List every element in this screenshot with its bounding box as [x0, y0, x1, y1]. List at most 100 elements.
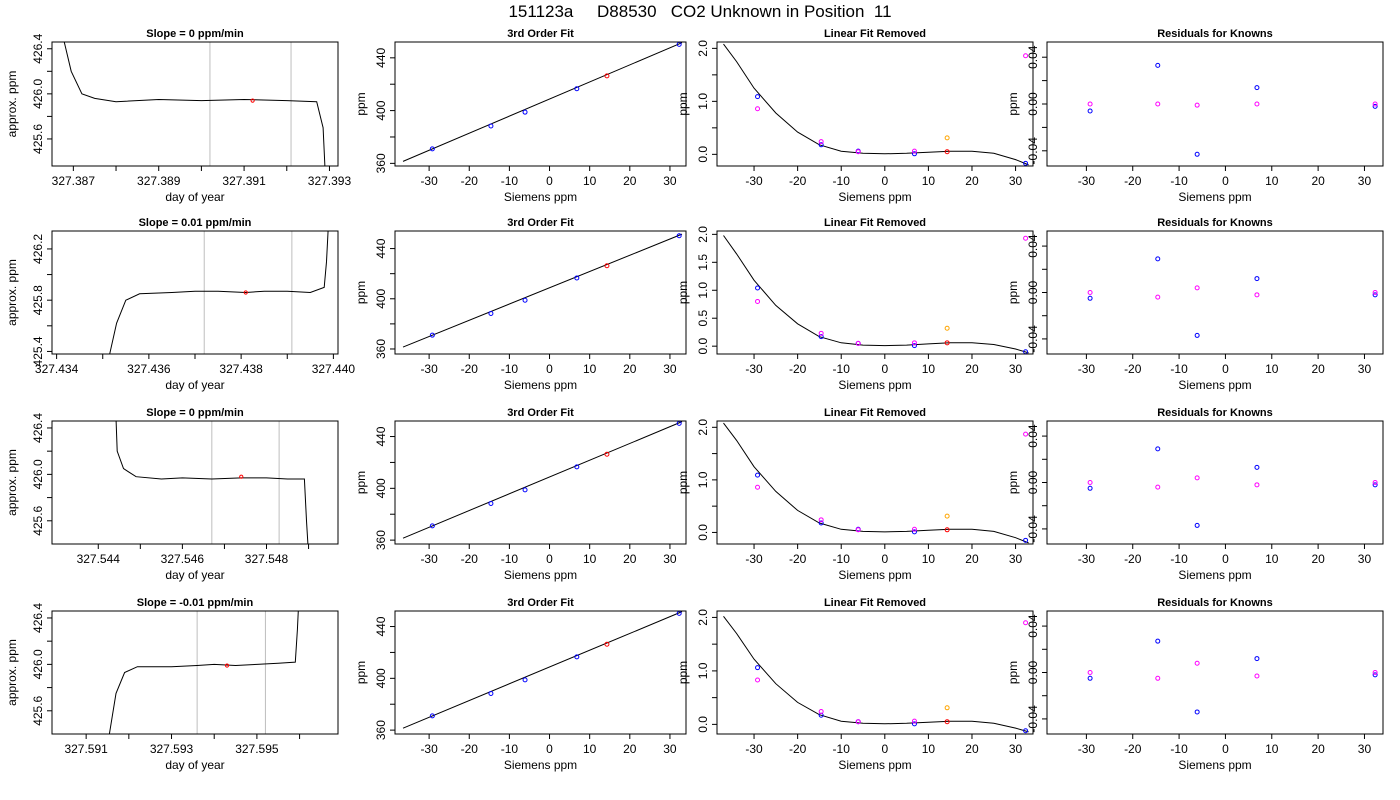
x-tick-label: 20: [965, 552, 979, 566]
y-axis-label: ppm: [1006, 471, 1020, 494]
y-tick-label: 0.00: [1026, 470, 1040, 494]
y-axis-label: ppm: [354, 471, 368, 494]
x-tick-label: 20: [623, 174, 637, 188]
x-tick-label: 20: [1311, 362, 1325, 376]
data-point: [1254, 85, 1260, 91]
chart-panel-3-3: Linear Fit Removed -30 -20 -10 0 10 20 30 0.0 1.0…: [676, 407, 1034, 582]
data-point: [818, 330, 824, 336]
chart-panel-1-2: 3rd Order Fit -30 -20 -10 0 10 20 30 360 400 440 Si…: [354, 28, 687, 204]
x-tick-label: 30: [663, 552, 677, 566]
data-point: [911, 529, 917, 535]
data-point: [574, 275, 580, 281]
x-tick-label: 0: [546, 362, 553, 376]
data-point: [1194, 660, 1200, 666]
data-point: [1194, 709, 1200, 715]
data-point: [604, 73, 610, 79]
x-tick-label: 327.548: [245, 552, 289, 566]
y-axis-label: ppm: [676, 92, 690, 115]
y-tick-label: 0.5: [696, 310, 710, 327]
y-tick-label: 2.0: [696, 226, 710, 243]
x-tick-label: -30: [420, 552, 438, 566]
data-point: [676, 233, 682, 239]
fit-line: [402, 233, 683, 348]
x-tick-label: 10: [583, 174, 597, 188]
x-tick-label: 10: [583, 362, 597, 376]
data-point: [755, 106, 761, 112]
plot-frame: [394, 230, 687, 355]
y-tick-label: 425.4: [31, 336, 45, 366]
data-point: [1372, 480, 1378, 485]
y-tick-label: 0.04: [1026, 614, 1040, 638]
chart-panel-3-4: Residuals for Knowns-30 -20 -10 0 10 20 30-0.0…: [1006, 407, 1384, 582]
x-tick-label: 327.544: [77, 552, 121, 566]
y-tick-label: 0.0: [696, 146, 710, 163]
x-tick-label: -30: [420, 362, 438, 376]
chart-panel-4-2: 3rd Order Fit -30 -20 -10 0 10 20 30 360 400 440 Si…: [354, 597, 687, 772]
x-axis-label: day of year: [165, 190, 224, 204]
chart-title: 3rd Order Fit: [507, 28, 574, 40]
x-tick-label: -30: [745, 362, 763, 376]
x-tick-label: 30: [1358, 362, 1372, 376]
mean-point: [224, 663, 230, 668]
x-tick-label: 20: [965, 362, 979, 376]
y-tick-label: 0.04: [1026, 424, 1040, 448]
x-tick-label: -30: [745, 552, 763, 566]
y-tick-label: 440: [374, 616, 388, 636]
chart-title: 3rd Order Fit: [507, 407, 574, 419]
data-point: [1254, 482, 1260, 488]
x-axis-label: Siemens ppm: [1178, 190, 1251, 204]
data-point: [818, 139, 824, 145]
x-tick-label: -20: [1124, 552, 1142, 566]
plot-frame: [394, 420, 687, 545]
chart-panel-1-4: Residuals for Knowns-30 -20 -10 0 10 20 30-0.0…: [1006, 28, 1384, 204]
y-tick-label: 1.5: [696, 254, 710, 271]
data-point: [1254, 276, 1260, 282]
plot-frame: [394, 41, 687, 167]
fit-curve: [723, 235, 1029, 354]
x-tick-label: 20: [623, 742, 637, 756]
data-point: [1023, 53, 1029, 59]
y-tick-label: -0.04: [1026, 137, 1040, 165]
page-title: 151123a D88530 CO2 Unknown in Position 1…: [508, 2, 892, 21]
data-point: [488, 123, 494, 129]
x-tick-label: -20: [461, 742, 479, 756]
data-point: [855, 340, 861, 346]
x-tick-label: 0: [1222, 174, 1229, 188]
plot-frame: [716, 230, 1034, 355]
x-tick-label: 327.391: [222, 174, 266, 188]
plot-frame: [1046, 41, 1384, 167]
data-point: [1254, 292, 1260, 298]
plot-area: [109, 231, 329, 354]
x-tick-label: -10: [1170, 742, 1188, 756]
data-point: [1194, 332, 1200, 338]
x-axis-label: Siemens ppm: [504, 568, 577, 582]
data-point: [1155, 294, 1161, 300]
chart-panel-2-1: Slope = 0.01 ppm/min 327.434 327.436 327.43…: [5, 217, 355, 392]
x-tick-label: 30: [1009, 742, 1023, 756]
data-point: [818, 709, 824, 715]
data-point: [1023, 431, 1029, 437]
x-tick-label: 327.393: [308, 174, 352, 188]
y-tick-label: -0.04: [1026, 515, 1040, 543]
data-point: [944, 149, 950, 155]
y-axis-label: ppm: [676, 471, 690, 494]
y-tick-label: 2.0: [696, 419, 710, 436]
x-tick-label: 0: [881, 174, 888, 188]
y-tick-label: 0.00: [1026, 92, 1040, 116]
x-tick-label: 30: [1358, 552, 1372, 566]
x-tick-label: 30: [663, 742, 677, 756]
y-tick-label: 360: [374, 720, 388, 740]
data-point: [944, 325, 950, 331]
signal-line: [115, 421, 309, 544]
y-tick-label: 0.00: [1026, 660, 1040, 684]
x-tick-label: 0: [546, 742, 553, 756]
data-point: [1194, 522, 1200, 528]
x-tick-label: 30: [663, 174, 677, 188]
x-axis-label: Siemens ppm: [504, 378, 577, 392]
y-tick-label: 360: [374, 339, 388, 359]
y-tick-label: 2.0: [696, 609, 710, 626]
y-tick-label: -0.04: [1026, 705, 1040, 733]
data-point: [488, 310, 494, 316]
x-axis-label: day of year: [165, 758, 224, 772]
x-tick-label: -30: [745, 742, 763, 756]
